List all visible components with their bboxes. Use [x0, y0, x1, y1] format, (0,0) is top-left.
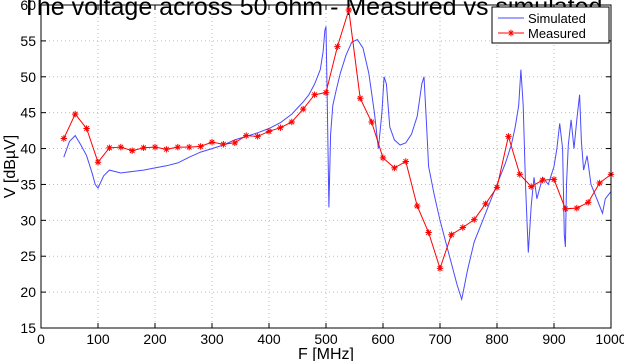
measured-point	[357, 95, 364, 102]
measured-point	[117, 143, 124, 151]
y-tick-label: 40	[20, 141, 36, 157]
measured-point	[277, 124, 284, 131]
measured-point	[448, 231, 455, 238]
measured-point	[106, 144, 113, 152]
measured-point	[208, 138, 216, 146]
x-tick-label: 700	[428, 331, 452, 347]
measured-point	[140, 144, 147, 152]
x-axis-label: F [MHz]	[298, 346, 354, 361]
measured-point	[505, 133, 512, 140]
measured-point	[585, 199, 592, 206]
x-tick-label: 0	[37, 331, 45, 347]
legend-label-measured: Measured	[528, 26, 586, 41]
y-tick-label: 20	[20, 284, 36, 300]
measured-point	[425, 229, 432, 236]
measured-point	[573, 204, 580, 212]
plot-series	[60, 6, 615, 302]
x-axis-ticks: 0 100 200 300 400 500 600 700 800 900 1000	[37, 5, 624, 347]
measured-point	[231, 139, 238, 147]
x-tick-label: 200	[143, 331, 167, 347]
measured-point	[163, 146, 170, 153]
measured-point	[539, 176, 546, 184]
measured-point	[391, 164, 398, 172]
y-tick-label: 35	[20, 176, 36, 192]
measured-point	[300, 105, 307, 113]
y-tick-label: 15	[20, 320, 36, 336]
measured-point	[459, 224, 466, 231]
y-axis-label: V [dBµV]	[2, 135, 19, 198]
measured-point	[482, 200, 489, 208]
x-tick-label: 1000	[595, 331, 624, 347]
x-tick-label: 400	[257, 331, 281, 347]
measured-point	[288, 118, 295, 126]
measured-point	[414, 202, 421, 210]
measured-point	[151, 143, 159, 151]
y-tick-label: 60	[20, 0, 36, 13]
measured-point	[493, 184, 501, 191]
series-measured	[60, 6, 615, 272]
measured-point	[60, 135, 67, 142]
x-tick-label: 800	[485, 331, 509, 347]
measured-point	[220, 141, 227, 148]
legend-box	[491, 6, 610, 44]
measured-point	[72, 110, 79, 118]
measured-point	[368, 118, 375, 126]
x-tick-label: 900	[542, 331, 566, 347]
y-tick-label: 30	[20, 212, 36, 228]
measured-point	[471, 216, 478, 223]
x-tick-label: 600	[371, 331, 395, 347]
y-tick-label: 50	[20, 69, 36, 85]
measured-point	[379, 154, 387, 162]
y-tick-label: 25	[20, 248, 36, 264]
measured-point	[129, 147, 136, 154]
measured-point	[174, 143, 181, 151]
measured-point	[550, 176, 558, 183]
measured-point	[254, 133, 261, 140]
measured-point	[197, 143, 204, 150]
measured-point	[311, 91, 318, 98]
measured-point	[322, 89, 330, 96]
x-tick-label: 500	[314, 331, 338, 347]
legend-label-simulated: Simulated	[528, 11, 586, 26]
measured-point	[83, 125, 90, 132]
measured-point	[562, 205, 569, 213]
y-axis-ticks: 15 20 25 30 35 40 45 50 55 60	[20, 0, 611, 336]
y-tick-label: 55	[20, 33, 36, 49]
measured-point	[596, 179, 603, 187]
measured-point	[528, 183, 535, 190]
measured-point	[345, 6, 352, 14]
measured-point	[265, 128, 273, 135]
measured-point	[334, 43, 341, 50]
x-tick-label: 100	[86, 331, 110, 347]
series-simulated	[63, 26, 612, 302]
measured-point	[186, 143, 193, 151]
measured-point	[402, 158, 409, 165]
legend-marker-measured	[507, 29, 515, 37]
measured-point	[436, 265, 444, 272]
measured-point	[243, 132, 250, 139]
measured-point	[516, 171, 523, 178]
simulated-line	[63, 26, 612, 302]
y-tick-label: 45	[20, 105, 36, 121]
x-tick-label: 300	[200, 331, 224, 347]
measured-point	[94, 158, 102, 166]
